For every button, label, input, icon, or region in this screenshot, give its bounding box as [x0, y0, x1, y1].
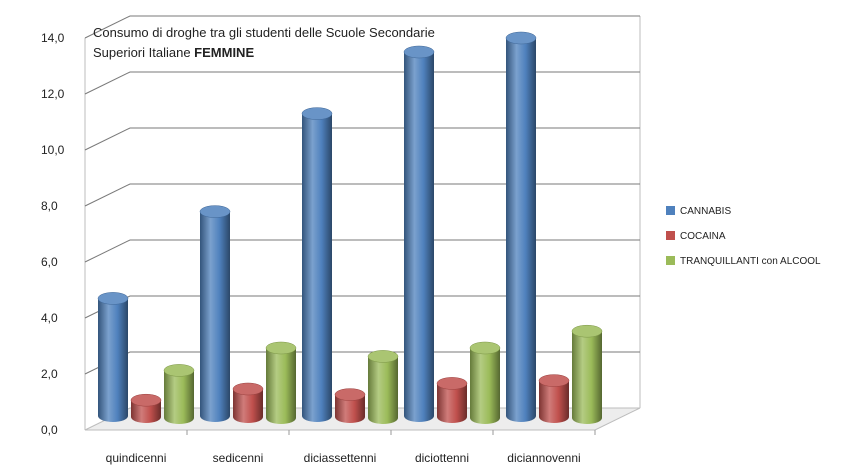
bar [97, 292, 129, 422]
y-tick-label: 14,0 [41, 31, 65, 45]
legend-swatch [666, 231, 675, 240]
bar [403, 45, 435, 422]
gridline [84, 239, 640, 263]
bar-body [335, 394, 365, 423]
x-tick-label: quindicenni [106, 451, 167, 465]
chart-title: Consumo di droghe tra gli studenti delle… [93, 25, 435, 60]
x-tick-label: sedicenni [213, 451, 264, 465]
bar-body [368, 356, 398, 424]
y-tick-label: 10,0 [41, 143, 65, 157]
gridline [84, 71, 640, 95]
bar [163, 364, 195, 424]
bar [265, 341, 297, 424]
bar [301, 107, 333, 422]
bar-top [199, 205, 231, 218]
bar [367, 350, 399, 424]
bars [97, 31, 603, 424]
bar-body [302, 113, 332, 422]
x-tick-label: diciannovenni [507, 451, 580, 465]
bar-body [539, 380, 569, 423]
bar [538, 374, 570, 423]
y-tick-label: 0,0 [41, 423, 58, 437]
bar-top [232, 382, 264, 396]
legend-swatch [666, 206, 675, 215]
bar-top [301, 107, 333, 120]
bar-body [266, 348, 296, 424]
bar-body [200, 211, 230, 422]
y-tick-label: 2,0 [41, 367, 58, 381]
bar-top [163, 364, 195, 377]
y-tick-label: 8,0 [41, 199, 58, 213]
bar [505, 31, 537, 422]
bar-body [572, 331, 602, 424]
bar-top [403, 45, 435, 59]
y-axis: 0,0 2,0 4,0 6,0 8,0 10,0 12,0 14,0 [41, 31, 65, 437]
bar-body [164, 370, 194, 424]
x-tick-label: diciottenni [415, 451, 469, 465]
chart-title-prefix: Superiori Italiane [93, 45, 194, 60]
chart-title-bold: FEMMINE [194, 45, 254, 60]
gridline [84, 127, 640, 151]
legend-label: CANNABIS [680, 206, 731, 217]
y-tick-label: 4,0 [41, 311, 58, 325]
legend-item: COCAINA [666, 231, 726, 242]
bar-body [404, 52, 434, 422]
bar-top [571, 324, 603, 338]
bar-body [506, 38, 536, 422]
x-tick-label: diciassettenni [304, 451, 377, 465]
gridline [84, 15, 640, 39]
legend: CANNABIS COCAINA TRANQUILLANTI con ALCOOL [666, 206, 821, 267]
bar-top [265, 341, 297, 355]
bar [334, 388, 366, 423]
bar [469, 341, 501, 424]
bar-top [334, 388, 366, 401]
bar-top [367, 350, 399, 363]
bar-body [131, 400, 161, 423]
y-tick-label: 12,0 [41, 87, 65, 101]
bar-top [505, 31, 537, 45]
legend-label: COCAINA [680, 231, 726, 242]
bar [232, 382, 264, 423]
bar [199, 205, 231, 422]
bar-top [436, 377, 468, 390]
legend-swatch [666, 256, 675, 265]
legend-item: CANNABIS [666, 206, 731, 217]
x-axis: quindicenni sedicenni diciassettenni diciot… [106, 430, 596, 465]
bar-top [469, 341, 501, 355]
bar [571, 324, 603, 424]
bar-top [130, 393, 162, 407]
gridlines [84, 15, 640, 375]
legend-item: TRANQUILLANTI con ALCOOL [666, 256, 821, 267]
bar-body [470, 348, 500, 424]
bar [436, 377, 468, 423]
bar [130, 393, 162, 423]
chart-title-line1: Consumo di droghe tra gli studenti delle… [93, 25, 435, 40]
bar-top [97, 292, 129, 305]
bar-body [437, 383, 467, 423]
gridline [84, 295, 640, 319]
gridline [84, 183, 640, 207]
bar-top [538, 374, 570, 387]
y-tick-label: 6,0 [41, 255, 58, 269]
bar-body [233, 389, 263, 423]
legend-label: TRANQUILLANTI con ALCOOL [680, 256, 821, 267]
chart-title-line2: Superiori Italiane FEMMINE [93, 45, 254, 60]
bar-body [98, 298, 128, 422]
